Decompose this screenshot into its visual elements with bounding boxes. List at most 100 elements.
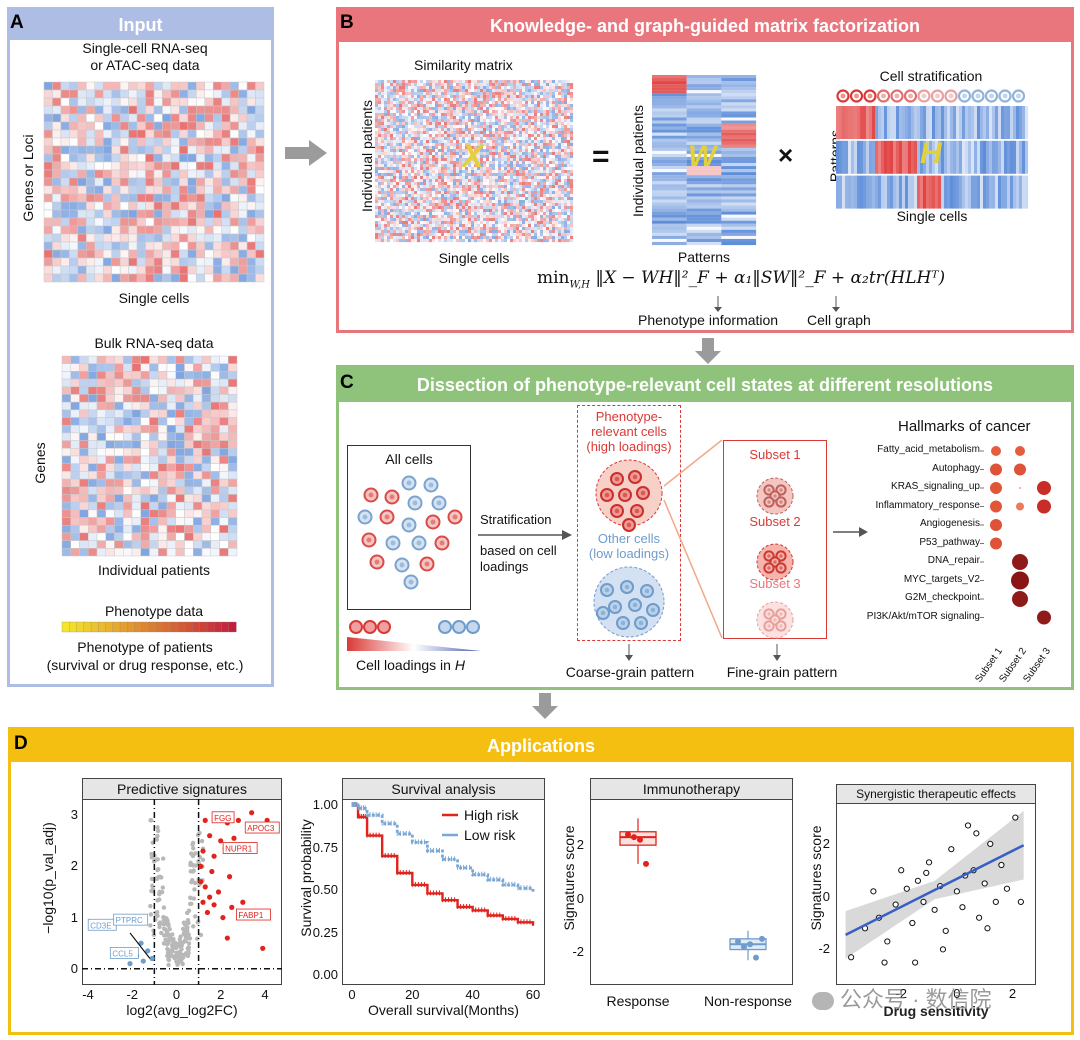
similarity-cell xyxy=(453,110,457,114)
similarity-cell xyxy=(483,185,487,189)
heatmap-cell xyxy=(170,137,180,147)
similarity-cell xyxy=(501,173,505,177)
similarity-cell xyxy=(423,230,427,234)
similarity-cell xyxy=(558,143,562,147)
similarity-cell xyxy=(468,149,472,153)
similarity-cell xyxy=(558,101,562,105)
similarity-cell xyxy=(525,107,529,111)
similarity-cell xyxy=(411,197,415,201)
similarity-cell xyxy=(444,173,448,177)
phenotype-bar-cell xyxy=(185,621,194,633)
similarity-cell xyxy=(384,146,388,150)
similarity-cell xyxy=(435,107,439,111)
similarity-cell xyxy=(537,233,541,237)
heatmap-cell xyxy=(79,378,89,388)
similarity-cell xyxy=(507,227,511,231)
similarity-cell xyxy=(429,158,433,162)
similarity-cell xyxy=(405,113,409,117)
similarity-cell xyxy=(489,137,493,141)
heatmap-cell xyxy=(136,169,146,179)
similarity-cell xyxy=(459,86,463,90)
similarity-cell xyxy=(552,164,556,168)
heatmap-cell xyxy=(102,217,112,227)
similarity-cell xyxy=(444,95,448,99)
similarity-cell xyxy=(555,83,559,87)
similarity-cell xyxy=(513,239,517,243)
similarity-cell xyxy=(423,233,427,237)
similarity-cell xyxy=(519,152,523,156)
similarity-cell xyxy=(516,218,520,222)
similarity-cell xyxy=(405,104,409,108)
similarity-cell xyxy=(450,194,454,198)
similarity-cell xyxy=(492,86,496,90)
similarity-cell xyxy=(540,161,544,165)
similarity-cell xyxy=(474,191,478,195)
similarity-cell xyxy=(480,200,484,204)
similarity-cell xyxy=(522,116,526,120)
similarity-cell xyxy=(564,170,568,174)
heatmap-cell xyxy=(60,89,70,99)
similarity-cell xyxy=(540,143,544,147)
similarity-cell xyxy=(444,158,448,162)
similarity-cell xyxy=(489,131,493,135)
similarity-cell xyxy=(444,140,448,144)
similarity-cell xyxy=(459,239,463,243)
similarity-cell xyxy=(405,194,409,198)
similarity-cell xyxy=(417,170,421,174)
similarity-cell xyxy=(564,206,568,210)
similarity-cell xyxy=(540,218,544,222)
heatmap-cell xyxy=(61,378,71,388)
similarity-cell xyxy=(543,95,547,99)
heatmap-cell xyxy=(228,524,238,534)
w-ylabel: Individual patients xyxy=(630,104,646,218)
similarity-cell xyxy=(501,164,505,168)
similarity-cell xyxy=(387,221,391,225)
similarity-cell xyxy=(501,170,505,174)
similarity-cell xyxy=(456,101,460,105)
similarity-cell xyxy=(537,209,541,213)
similarity-cell xyxy=(432,137,436,141)
similarity-cell xyxy=(393,188,397,192)
similarity-cell xyxy=(402,170,406,174)
similarity-cell xyxy=(498,122,502,126)
similarity-cell xyxy=(555,194,559,198)
similarity-cell xyxy=(456,221,460,225)
similarity-cell xyxy=(498,119,502,123)
heatmap-cell xyxy=(162,217,172,227)
similarity-cell xyxy=(510,101,514,105)
similarity-cell xyxy=(438,200,442,204)
similarity-cell xyxy=(381,107,385,111)
similarity-cell xyxy=(426,107,430,111)
similarity-cell xyxy=(504,167,508,171)
heatmap-cell xyxy=(166,494,176,503)
similarity-cell xyxy=(555,173,559,177)
similarity-cell xyxy=(519,92,523,96)
similarity-cell xyxy=(549,215,553,219)
heatmap-cell xyxy=(52,249,62,259)
similarity-cell xyxy=(390,107,394,111)
heatmap-cell xyxy=(140,432,150,441)
w-cell xyxy=(652,147,687,151)
similarity-cell xyxy=(570,200,574,204)
similarity-cell xyxy=(384,173,388,177)
w-cell xyxy=(721,160,757,164)
similarity-cell xyxy=(546,161,550,165)
heatmap-cell xyxy=(149,455,159,464)
similarity-cell xyxy=(537,230,541,234)
similarity-cell xyxy=(480,86,484,90)
heatmap-cell xyxy=(131,363,141,372)
similarity-cell xyxy=(495,209,499,213)
heatmap-cell xyxy=(114,471,124,480)
similarity-cell xyxy=(543,83,547,87)
similarity-cell xyxy=(444,230,448,234)
similarity-cell xyxy=(474,164,478,168)
similarity-cell xyxy=(408,128,412,132)
similarity-cell xyxy=(390,140,394,144)
similarity-cell xyxy=(447,206,451,210)
similarity-cell xyxy=(444,86,448,90)
similarity-cell xyxy=(381,179,385,183)
similarity-cell xyxy=(480,83,484,87)
similarity-cell xyxy=(453,161,457,165)
similarity-cell xyxy=(489,233,493,237)
heatmap-cell xyxy=(61,540,71,549)
